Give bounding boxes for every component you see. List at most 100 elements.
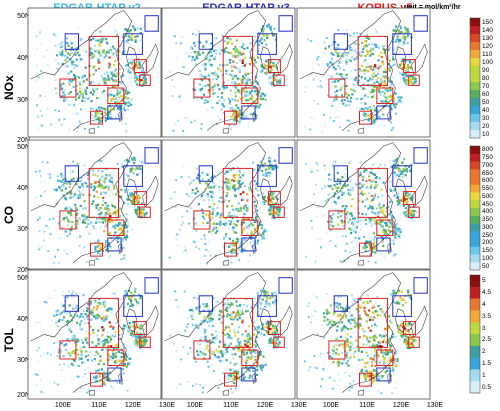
emission-cell xyxy=(247,72,250,75)
emission-cell xyxy=(80,319,83,323)
emission-cell xyxy=(248,377,251,379)
emission-cell xyxy=(249,374,252,377)
emission-cell xyxy=(278,209,281,212)
emission-cell xyxy=(344,52,347,55)
region-box-red xyxy=(133,321,147,336)
emission-cell xyxy=(101,326,104,329)
emission-cell xyxy=(316,58,319,61)
emission-cell xyxy=(374,184,377,187)
emission-cell xyxy=(371,217,374,220)
emission-cell xyxy=(127,70,130,73)
emission-cell xyxy=(245,78,248,81)
map-panel-r1-c0 xyxy=(27,139,162,270)
emission-cell xyxy=(337,223,340,226)
emission-cell xyxy=(380,208,383,212)
emission-cell xyxy=(195,167,198,170)
emission-cell xyxy=(129,71,132,74)
emission-cell xyxy=(139,27,142,31)
emission-cell xyxy=(328,322,331,325)
emission-cell xyxy=(347,364,350,367)
emission-cell xyxy=(406,204,409,207)
emission-cell xyxy=(273,217,276,220)
emission-cell xyxy=(255,345,258,348)
emission-cell xyxy=(233,177,236,180)
emission-cell xyxy=(227,51,230,54)
emission-cell xyxy=(351,88,354,91)
emission-cell xyxy=(204,237,207,240)
emission-cell xyxy=(92,200,95,203)
emission-cell xyxy=(258,297,261,300)
emission-cell xyxy=(374,193,377,195)
emission-cell xyxy=(242,75,245,78)
emission-cell xyxy=(75,314,78,317)
emission-cell xyxy=(403,38,407,41)
emission-cell xyxy=(257,366,260,369)
emission-cell xyxy=(262,196,265,199)
emission-cell xyxy=(223,235,226,238)
emission-cell xyxy=(253,179,256,183)
emission-cell xyxy=(261,237,264,240)
emission-cell xyxy=(256,292,259,295)
emission-cell xyxy=(387,99,390,101)
emission-cell xyxy=(121,239,124,243)
emission-cell xyxy=(389,94,392,98)
emission-cell xyxy=(211,318,214,321)
emission-cell xyxy=(75,236,78,239)
emission-cell xyxy=(40,390,43,393)
emission-cell xyxy=(128,30,131,33)
emission-cell xyxy=(230,93,233,96)
emission-cell xyxy=(116,93,119,96)
emission-cell xyxy=(252,201,255,204)
region-box-red xyxy=(273,336,285,348)
emission-cell xyxy=(260,70,263,73)
emission-cell xyxy=(352,217,355,220)
emission-cell xyxy=(329,178,332,181)
emission-cell xyxy=(337,80,340,83)
emission-cell xyxy=(104,111,107,114)
emission-cell xyxy=(332,66,335,69)
emission-cell xyxy=(407,291,410,294)
emission-cell xyxy=(367,114,370,117)
colorbar-tick-label: 750 xyxy=(482,154,493,162)
emission-cell xyxy=(393,220,396,223)
emission-cell xyxy=(99,355,102,358)
emission-cell xyxy=(145,212,148,215)
emission-cell xyxy=(326,318,329,321)
emission-cell xyxy=(131,192,134,195)
emission-cell xyxy=(377,46,380,49)
emission-cell xyxy=(107,217,111,220)
emission-cell xyxy=(271,324,274,328)
emission-cell xyxy=(241,231,244,234)
emission-cell xyxy=(117,235,120,238)
emission-cell xyxy=(76,220,79,223)
region-box-red xyxy=(107,87,125,104)
emission-cell xyxy=(177,119,180,122)
emission-cell xyxy=(35,322,38,325)
emission-cell xyxy=(143,75,146,78)
emission-cell xyxy=(207,340,210,343)
emission-cell xyxy=(383,81,386,84)
emission-cell xyxy=(231,214,234,217)
emission-cell xyxy=(228,337,231,339)
emission-cell xyxy=(87,303,90,306)
emission-cell xyxy=(212,78,215,81)
emission-cell xyxy=(383,44,387,47)
emission-cell xyxy=(121,363,124,366)
emission-cell xyxy=(254,355,257,358)
lon-label-120e: 120E xyxy=(124,402,142,409)
emission-cell xyxy=(219,69,222,72)
emission-cell xyxy=(141,338,144,341)
emission-cell xyxy=(141,210,144,213)
emission-cell xyxy=(330,220,333,223)
emission-cell xyxy=(363,118,366,121)
emission-cell xyxy=(201,171,204,175)
emission-cell xyxy=(118,195,121,199)
emission-cell xyxy=(40,194,42,197)
emission-cell xyxy=(57,62,60,65)
emission-cell xyxy=(262,157,265,160)
emission-cell xyxy=(97,116,100,119)
emission-cell xyxy=(79,92,83,95)
emission-cell xyxy=(234,334,237,337)
emission-cell xyxy=(112,225,115,228)
emission-cell xyxy=(236,316,239,318)
